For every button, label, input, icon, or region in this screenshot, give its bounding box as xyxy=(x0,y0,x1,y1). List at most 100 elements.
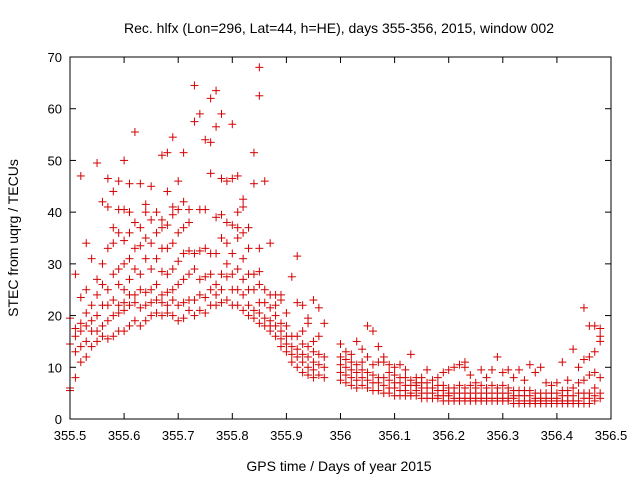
data-point xyxy=(304,363,313,372)
data-point xyxy=(71,324,80,333)
data-point xyxy=(574,396,583,405)
data-point xyxy=(255,319,264,328)
data-point xyxy=(531,368,540,377)
data-point xyxy=(76,293,85,302)
data-point xyxy=(195,275,204,284)
data-point xyxy=(76,358,85,367)
data-point xyxy=(304,352,313,361)
data-point xyxy=(255,63,264,72)
data-point xyxy=(201,293,210,302)
data-point xyxy=(314,350,323,359)
data-point xyxy=(563,376,572,385)
y-axis-label: STEC from uqrg / TECUs xyxy=(5,159,21,317)
data-point xyxy=(509,373,518,382)
data-point xyxy=(515,365,524,374)
data-point xyxy=(185,205,194,214)
data-point xyxy=(374,342,383,351)
data-point xyxy=(168,311,177,320)
data-point xyxy=(98,332,107,341)
data-point xyxy=(195,306,204,315)
data-point xyxy=(228,270,237,279)
data-point xyxy=(358,345,367,354)
data-point xyxy=(298,301,307,310)
data-point xyxy=(141,208,150,217)
data-point xyxy=(579,303,588,312)
data-point xyxy=(552,378,561,387)
data-point xyxy=(336,368,345,377)
data-point xyxy=(309,358,318,367)
data-point xyxy=(125,254,134,263)
data-point xyxy=(423,365,432,374)
data-point xyxy=(136,223,145,232)
data-points xyxy=(66,63,605,408)
data-point xyxy=(87,254,96,263)
data-point xyxy=(379,352,388,361)
data-point xyxy=(206,270,215,279)
data-point xyxy=(368,360,377,369)
data-point xyxy=(120,259,129,268)
data-point xyxy=(103,316,112,325)
data-point xyxy=(266,316,275,325)
data-point xyxy=(114,228,123,237)
data-point xyxy=(547,381,556,390)
data-point xyxy=(152,254,161,263)
x-tick-label: 356.4 xyxy=(541,428,574,443)
data-point xyxy=(141,316,150,325)
data-point xyxy=(147,182,156,191)
data-point xyxy=(282,340,291,349)
data-point xyxy=(482,383,491,392)
data-point xyxy=(125,179,134,188)
data-point xyxy=(168,265,177,274)
data-point xyxy=(163,148,172,157)
data-point xyxy=(190,265,199,274)
data-point xyxy=(450,383,459,392)
data-point xyxy=(103,334,112,343)
data-point xyxy=(103,174,112,183)
data-point xyxy=(163,301,172,310)
data-point xyxy=(98,259,107,268)
data-point xyxy=(255,244,264,253)
data-point xyxy=(136,285,145,294)
data-point xyxy=(125,228,134,237)
data-point xyxy=(341,363,350,372)
data-point xyxy=(276,342,285,351)
data-point xyxy=(228,221,237,230)
data-point xyxy=(504,365,513,374)
data-point xyxy=(406,350,415,359)
data-point xyxy=(320,373,329,382)
data-point xyxy=(239,290,248,299)
data-point xyxy=(314,371,323,380)
data-point xyxy=(130,316,139,325)
data-point xyxy=(293,352,302,361)
data-point xyxy=(120,298,129,307)
data-point xyxy=(120,306,129,315)
data-point xyxy=(163,187,172,196)
data-point xyxy=(185,218,194,227)
data-point xyxy=(130,265,139,274)
data-point xyxy=(347,381,356,390)
data-point xyxy=(222,239,231,248)
data-point xyxy=(233,223,242,232)
data-point xyxy=(114,308,123,317)
y-axis-ticks: 0 10 20 30 40 50 60 70 xyxy=(48,50,611,427)
data-point xyxy=(477,381,486,390)
data-point xyxy=(304,342,313,351)
x-tick-label: 355.9 xyxy=(270,428,303,443)
data-point xyxy=(309,347,318,356)
x-tick-label: 355.7 xyxy=(162,428,195,443)
data-point xyxy=(585,389,594,398)
plot-frame xyxy=(69,56,612,420)
data-point xyxy=(120,236,129,245)
data-point xyxy=(103,301,112,310)
data-point xyxy=(136,321,145,330)
data-point xyxy=(352,360,361,369)
data-point xyxy=(168,296,177,305)
data-point xyxy=(249,148,258,157)
data-point xyxy=(428,376,437,385)
data-point xyxy=(233,234,242,242)
data-point xyxy=(255,91,264,100)
data-point xyxy=(298,368,307,377)
x-tick-label: 356.3 xyxy=(487,428,520,443)
data-point xyxy=(477,365,486,374)
y-tick-label: 50 xyxy=(48,153,62,168)
